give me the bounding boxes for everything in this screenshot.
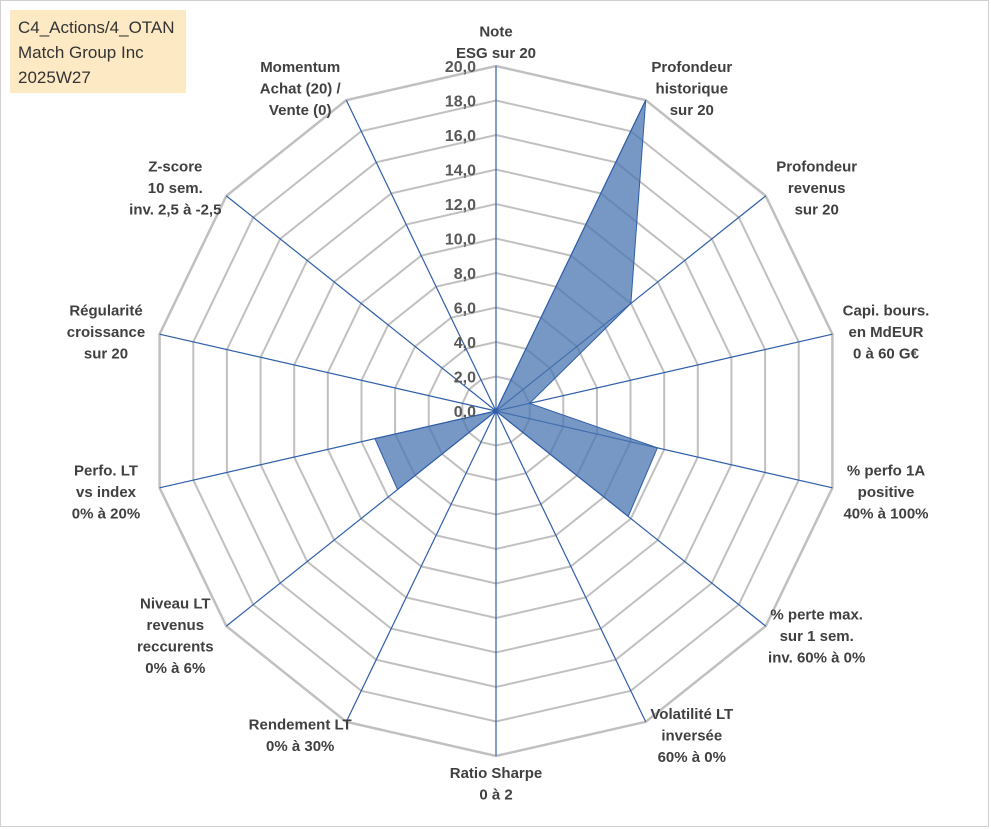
axis-label-line: Ratio Sharpe xyxy=(450,765,543,782)
axis-label-line: 0 à 2 xyxy=(479,787,512,804)
axis-label-line: sur 20 xyxy=(84,346,128,363)
axis-label: Perfo. LT vs index 0% à 20% xyxy=(72,462,140,522)
axis-label-line: Rendement LT xyxy=(249,717,352,734)
axis-label-line: sur 1 sem. xyxy=(780,628,854,645)
tick-label: 14,0 xyxy=(445,163,476,180)
axis-label-line: Perfo. LT xyxy=(74,462,138,479)
axis-label: % perte max. sur 1 sem. inv. 60% à 0% xyxy=(768,606,865,666)
axis-label: Rendement LT 0% à 30% xyxy=(249,717,352,756)
axis-label-line: Volatilité LT xyxy=(650,706,733,723)
axis-label-line: positive xyxy=(858,484,915,501)
axis-label-line: revenus xyxy=(147,617,205,634)
axis-label-line: % perfo 1A xyxy=(847,462,926,479)
axis-spoke xyxy=(495,410,647,723)
tick-label: 16,0 xyxy=(445,128,476,145)
axis-label-line: sur 20 xyxy=(795,202,839,219)
tick-label: 6,0 xyxy=(454,301,476,318)
axis-label-line: inv. 2,5 à -2,5 xyxy=(129,202,221,219)
axis-label: Régularité croissance sur 20 xyxy=(67,303,145,363)
axis-spoke xyxy=(225,195,497,412)
axis-label-line: sur 20 xyxy=(670,102,714,119)
radial-tick-labels: 0,0 2,0 4,0 6,0 8,0 10,0 12,0 14,0 16,0 18,0 20,0 xyxy=(445,59,476,421)
axis-spoke xyxy=(159,333,497,412)
axis-label-line: Régularité xyxy=(69,303,142,320)
axis-label-line: en MdEUR xyxy=(849,324,924,341)
axis-label-line: % perte max. xyxy=(770,606,863,623)
axis-label-line: Vente (0) xyxy=(269,102,332,119)
axis-label: % perfo 1A positive 40% à 100% xyxy=(843,462,928,522)
info-line-path: C4_Actions/4_OTAN xyxy=(18,18,175,37)
axis-label-line: Niveau LT xyxy=(140,596,211,613)
axis-label-line: Achat (20) / xyxy=(260,81,342,98)
axis-label-line: Z-score xyxy=(148,159,202,176)
axis-label: Momentum Achat (20) / Vente (0) xyxy=(260,59,342,119)
axis-label-line: Profondeur xyxy=(651,59,732,76)
tick-label: 0,0 xyxy=(454,404,476,421)
info-box: C4_Actions/4_OTAN Match Group Inc 2025W2… xyxy=(10,10,186,93)
axis-label: Note ESG sur 20 xyxy=(456,24,536,63)
axis-label-line: reccurents xyxy=(137,639,214,656)
axis-label-line: inv. 60% à 0% xyxy=(768,649,865,666)
axis-label-line: 40% à 100% xyxy=(843,505,928,522)
info-line-company: Match Group Inc xyxy=(18,43,144,62)
info-line-week: 2025W27 xyxy=(18,68,91,87)
tick-label: 8,0 xyxy=(454,266,476,283)
tick-label: 12,0 xyxy=(445,197,476,214)
axis-label-line: 10 sem. xyxy=(148,180,203,197)
axis-label-line: 60% à 0% xyxy=(658,749,726,766)
axis-label-line: historique xyxy=(656,81,729,98)
axis-label-line: vs index xyxy=(76,484,137,501)
axis-spoke xyxy=(345,410,497,723)
axis-label: Z-score 10 sem. inv. 2,5 à -2,5 xyxy=(129,159,221,219)
axis-label-line: Momentum xyxy=(260,59,340,76)
axis-label: Niveau LT revenus reccurents 0% à 6% xyxy=(137,596,214,678)
axis-label-line: Note xyxy=(479,24,512,41)
tick-label: 18,0 xyxy=(445,94,476,111)
axis-labels: Note ESG sur 20 Profondeur historique sur 20… xyxy=(67,24,930,804)
axis-spoke xyxy=(345,99,497,412)
axis-label-line: Capi. bours. xyxy=(843,303,930,320)
tick-label: 4,0 xyxy=(454,335,476,352)
axis-label: Volatilité LT inversée 60% à 0% xyxy=(650,706,733,766)
axis-label: Profondeur revenus sur 20 xyxy=(776,159,857,219)
axis-label-line: 0% à 30% xyxy=(266,738,334,755)
tick-label: 20,0 xyxy=(445,59,476,76)
axis-label-line: inversée xyxy=(661,727,722,744)
axis-label-line: 0% à 20% xyxy=(72,505,140,522)
axis-label-line: croissance xyxy=(67,324,145,341)
series-area xyxy=(374,99,659,518)
tick-label: 2,0 xyxy=(454,370,476,387)
radar-series xyxy=(374,99,659,518)
axis-label: Capi. bours. en MdEUR 0 à 60 G€ xyxy=(843,303,930,363)
axis-label-line: Profondeur xyxy=(776,159,857,176)
axis-label-line: revenus xyxy=(788,180,846,197)
axis-label: Profondeur historique sur 20 xyxy=(651,59,732,119)
axis-label-line: ESG sur 20 xyxy=(456,45,536,62)
tick-label: 10,0 xyxy=(445,232,476,249)
axis-label: Ratio Sharpe 0 à 2 xyxy=(450,765,543,804)
axis-label-line: 0% à 6% xyxy=(145,660,205,677)
axis-spoke xyxy=(495,333,833,412)
axis-label-line: 0 à 60 G€ xyxy=(853,346,920,363)
